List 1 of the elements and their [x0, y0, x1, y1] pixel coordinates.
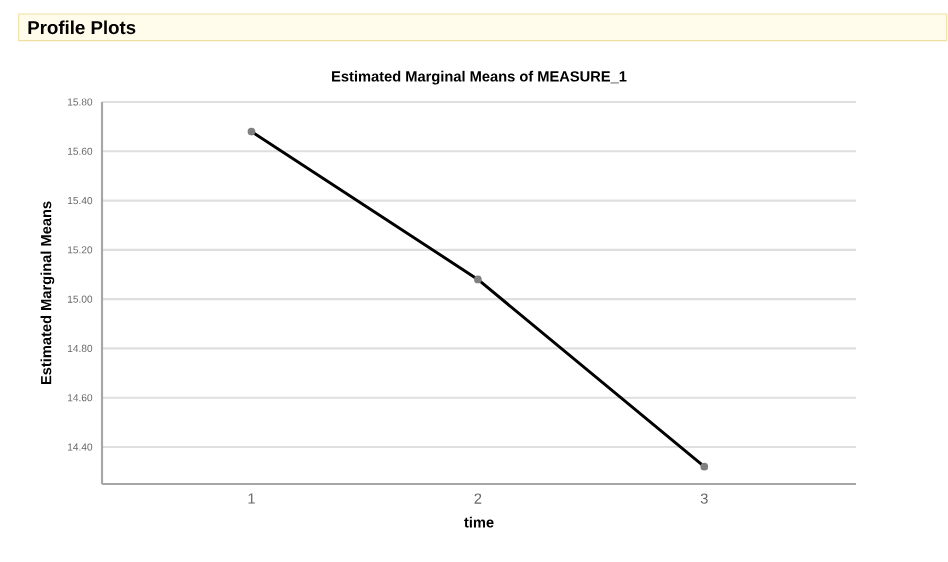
text: Profile Plots	[28, 20, 136, 35]
